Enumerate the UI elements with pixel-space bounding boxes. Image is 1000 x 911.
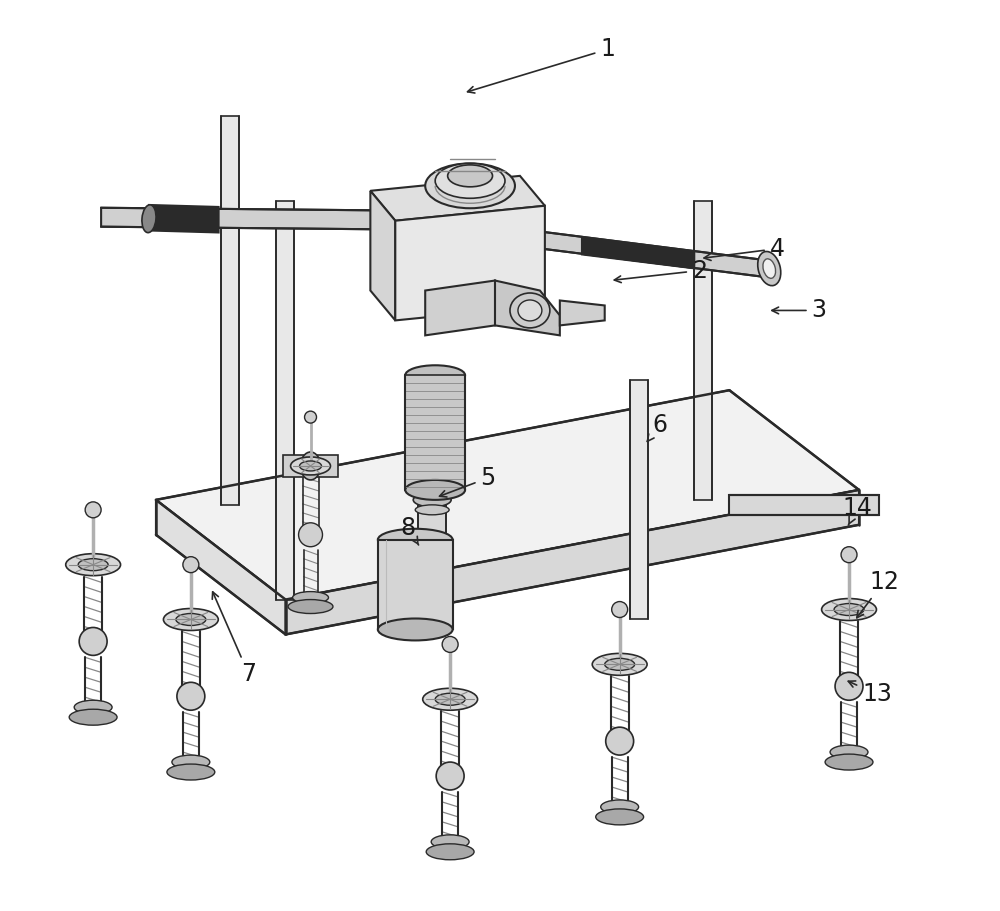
Ellipse shape	[423, 689, 478, 711]
Circle shape	[177, 682, 205, 711]
Ellipse shape	[167, 764, 215, 780]
Circle shape	[79, 628, 107, 655]
Text: 12: 12	[857, 569, 899, 618]
Ellipse shape	[142, 205, 156, 232]
Ellipse shape	[405, 480, 465, 500]
Circle shape	[183, 557, 199, 573]
Ellipse shape	[405, 365, 465, 385]
Ellipse shape	[601, 800, 639, 814]
Ellipse shape	[435, 693, 465, 705]
Circle shape	[299, 523, 322, 547]
Text: 5: 5	[440, 466, 496, 497]
Polygon shape	[425, 281, 495, 335]
Polygon shape	[418, 490, 446, 569]
Ellipse shape	[74, 701, 112, 714]
Polygon shape	[395, 206, 545, 321]
Ellipse shape	[69, 710, 117, 725]
Ellipse shape	[378, 528, 453, 551]
Ellipse shape	[413, 493, 451, 507]
Ellipse shape	[830, 745, 868, 759]
Circle shape	[612, 601, 628, 618]
Ellipse shape	[425, 163, 515, 209]
Ellipse shape	[176, 613, 206, 626]
Polygon shape	[729, 495, 879, 515]
Circle shape	[85, 502, 101, 517]
Ellipse shape	[163, 609, 218, 630]
Ellipse shape	[758, 251, 781, 286]
Ellipse shape	[596, 809, 644, 824]
Text: 14: 14	[842, 496, 872, 525]
Ellipse shape	[378, 619, 453, 640]
Ellipse shape	[822, 599, 876, 620]
Ellipse shape	[605, 659, 635, 670]
Circle shape	[606, 727, 634, 755]
Ellipse shape	[763, 259, 776, 279]
Text: 6: 6	[647, 413, 667, 442]
Ellipse shape	[518, 300, 542, 321]
Polygon shape	[694, 200, 712, 500]
Polygon shape	[455, 220, 769, 278]
Polygon shape	[370, 190, 395, 321]
Polygon shape	[370, 176, 545, 220]
Ellipse shape	[592, 653, 647, 675]
Circle shape	[442, 637, 458, 652]
Polygon shape	[495, 281, 560, 335]
Polygon shape	[405, 375, 465, 490]
Ellipse shape	[293, 591, 328, 604]
Ellipse shape	[301, 452, 321, 480]
Polygon shape	[286, 490, 859, 634]
Circle shape	[436, 763, 464, 790]
Text: 7: 7	[212, 592, 256, 686]
Circle shape	[841, 547, 857, 563]
Polygon shape	[378, 539, 453, 630]
Ellipse shape	[834, 604, 864, 616]
Polygon shape	[221, 116, 239, 505]
Ellipse shape	[431, 834, 469, 849]
Circle shape	[305, 411, 317, 423]
Text: 4: 4	[704, 237, 785, 261]
Text: 13: 13	[848, 681, 892, 706]
Ellipse shape	[172, 755, 210, 769]
Text: 2: 2	[614, 259, 707, 282]
Polygon shape	[283, 455, 338, 477]
Polygon shape	[560, 301, 605, 325]
Text: 3: 3	[772, 299, 827, 322]
Polygon shape	[101, 208, 420, 230]
Ellipse shape	[288, 599, 333, 613]
Text: 8: 8	[401, 516, 419, 545]
Polygon shape	[156, 390, 859, 599]
Polygon shape	[149, 205, 219, 232]
Ellipse shape	[448, 165, 493, 187]
Ellipse shape	[825, 754, 873, 770]
Ellipse shape	[78, 558, 108, 570]
Polygon shape	[630, 380, 648, 619]
Ellipse shape	[291, 457, 330, 475]
Polygon shape	[156, 500, 286, 634]
Ellipse shape	[66, 554, 121, 576]
Ellipse shape	[510, 293, 550, 328]
Ellipse shape	[435, 163, 505, 199]
Text: 1: 1	[468, 37, 615, 93]
Polygon shape	[276, 200, 294, 599]
Ellipse shape	[415, 505, 449, 515]
Ellipse shape	[426, 844, 474, 860]
Ellipse shape	[300, 461, 321, 471]
Circle shape	[835, 672, 863, 701]
Polygon shape	[582, 238, 694, 269]
